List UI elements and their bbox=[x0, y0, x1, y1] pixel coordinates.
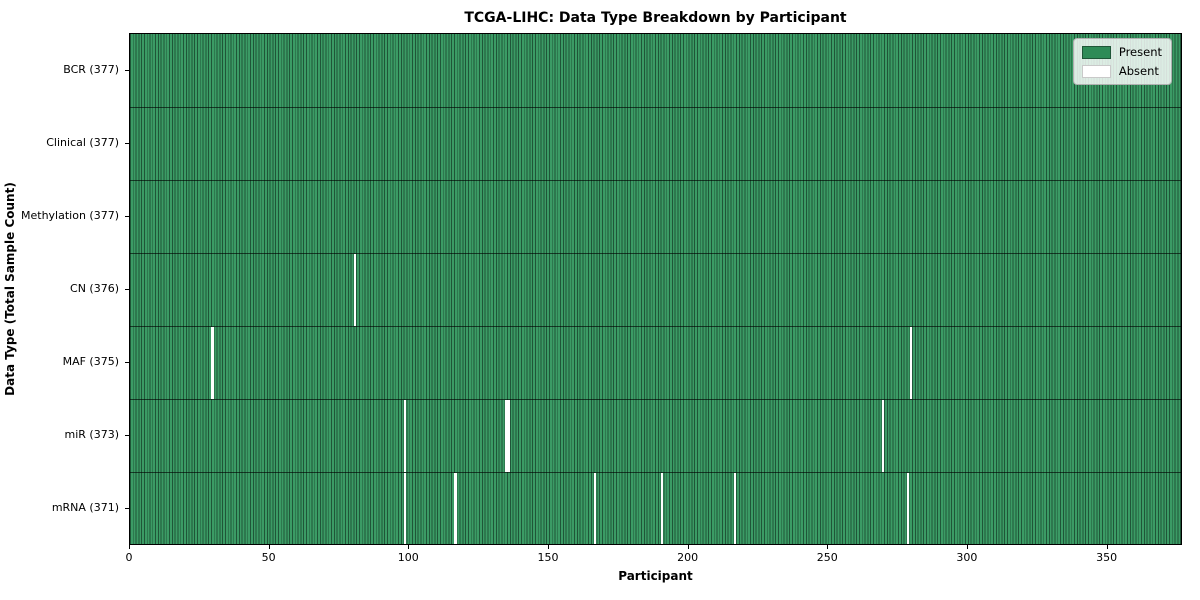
legend-item-absent: Absent bbox=[1081, 64, 1162, 78]
row-divider bbox=[130, 252, 1181, 254]
y-tick-mark bbox=[125, 362, 129, 364]
y-tick-mark bbox=[125, 215, 129, 217]
x-axis-label: Participant bbox=[618, 569, 693, 583]
x-tick-label: 150 bbox=[537, 551, 559, 564]
y-tick-mark bbox=[125, 69, 129, 71]
legend-label-absent: Absent bbox=[1118, 64, 1159, 78]
legend-item-present: Present bbox=[1081, 45, 1162, 59]
x-tick-mark bbox=[966, 545, 968, 549]
y-tick-label-miR: miR (373) bbox=[64, 428, 120, 442]
x-tick-mark bbox=[129, 545, 130, 549]
y-tick-mark bbox=[125, 142, 129, 144]
legend-label-present: Present bbox=[1118, 45, 1162, 59]
chart-title: TCGA-LIHC: Data Type Breakdown by Partic… bbox=[464, 10, 847, 26]
absent-cell-MAF-279 bbox=[909, 327, 912, 400]
x-tick-mark bbox=[547, 545, 549, 549]
x-tick-mark bbox=[268, 545, 270, 549]
plot-area: Present Absent bbox=[129, 33, 1182, 545]
present-swatch bbox=[1081, 45, 1111, 59]
x-tick-label: 250 bbox=[816, 551, 838, 564]
absent-cell-miR-98 bbox=[404, 400, 407, 473]
absent-cell-mRNA-116 bbox=[454, 473, 457, 544]
y-tick-mark bbox=[125, 508, 129, 510]
y-tick-label-MAF: MAF (375) bbox=[62, 355, 119, 369]
y-tick-mark bbox=[125, 289, 129, 290]
y-tick-mark bbox=[125, 435, 129, 437]
row-divider bbox=[130, 106, 1181, 108]
absent-swatch bbox=[1081, 64, 1111, 78]
absent-cell-mRNA-190 bbox=[661, 473, 664, 544]
legend: Present Absent bbox=[1072, 38, 1172, 85]
x-tick-label: 100 bbox=[397, 551, 419, 564]
x-tick-label: 350 bbox=[1096, 551, 1118, 564]
row-divider bbox=[130, 399, 1181, 401]
absent-cell-miR-134 bbox=[504, 400, 507, 473]
row-divider bbox=[130, 179, 1181, 181]
absent-cell-mRNA-98 bbox=[404, 473, 407, 544]
y-tick-label-Clinical: Clinical (377) bbox=[46, 135, 119, 149]
x-tick-mark bbox=[1106, 545, 1108, 549]
absent-cell-mRNA-278 bbox=[906, 473, 910, 544]
absent-cell-mRNA-216 bbox=[733, 473, 736, 544]
x-tick-mark bbox=[408, 545, 410, 549]
absent-cell-miR-135 bbox=[507, 400, 510, 473]
x-tick-label: 0 bbox=[125, 551, 133, 564]
y-tick-label-Methylation: Methylation (377) bbox=[21, 208, 119, 222]
absent-cell-mRNA-166 bbox=[594, 473, 597, 544]
absent-cell-miR-269 bbox=[881, 400, 884, 473]
x-tick-label: 300 bbox=[956, 551, 978, 564]
absent-cell-CN-80 bbox=[353, 253, 357, 327]
row-divider bbox=[130, 326, 1181, 328]
absent-cell-MAF-29 bbox=[211, 327, 214, 400]
x-tick-label: 200 bbox=[677, 551, 699, 564]
x-tick-label: 50 bbox=[261, 551, 276, 564]
y-tick-label-BCR: BCR (377) bbox=[63, 62, 119, 76]
y-tick-label-CN: CN (376) bbox=[70, 282, 119, 295]
x-tick-mark bbox=[687, 545, 689, 549]
y-tick-label-mRNA: mRNA (371) bbox=[51, 501, 119, 515]
heatmap-canvas bbox=[130, 34, 1181, 544]
row-divider bbox=[130, 472, 1181, 474]
x-tick-mark bbox=[827, 545, 829, 549]
